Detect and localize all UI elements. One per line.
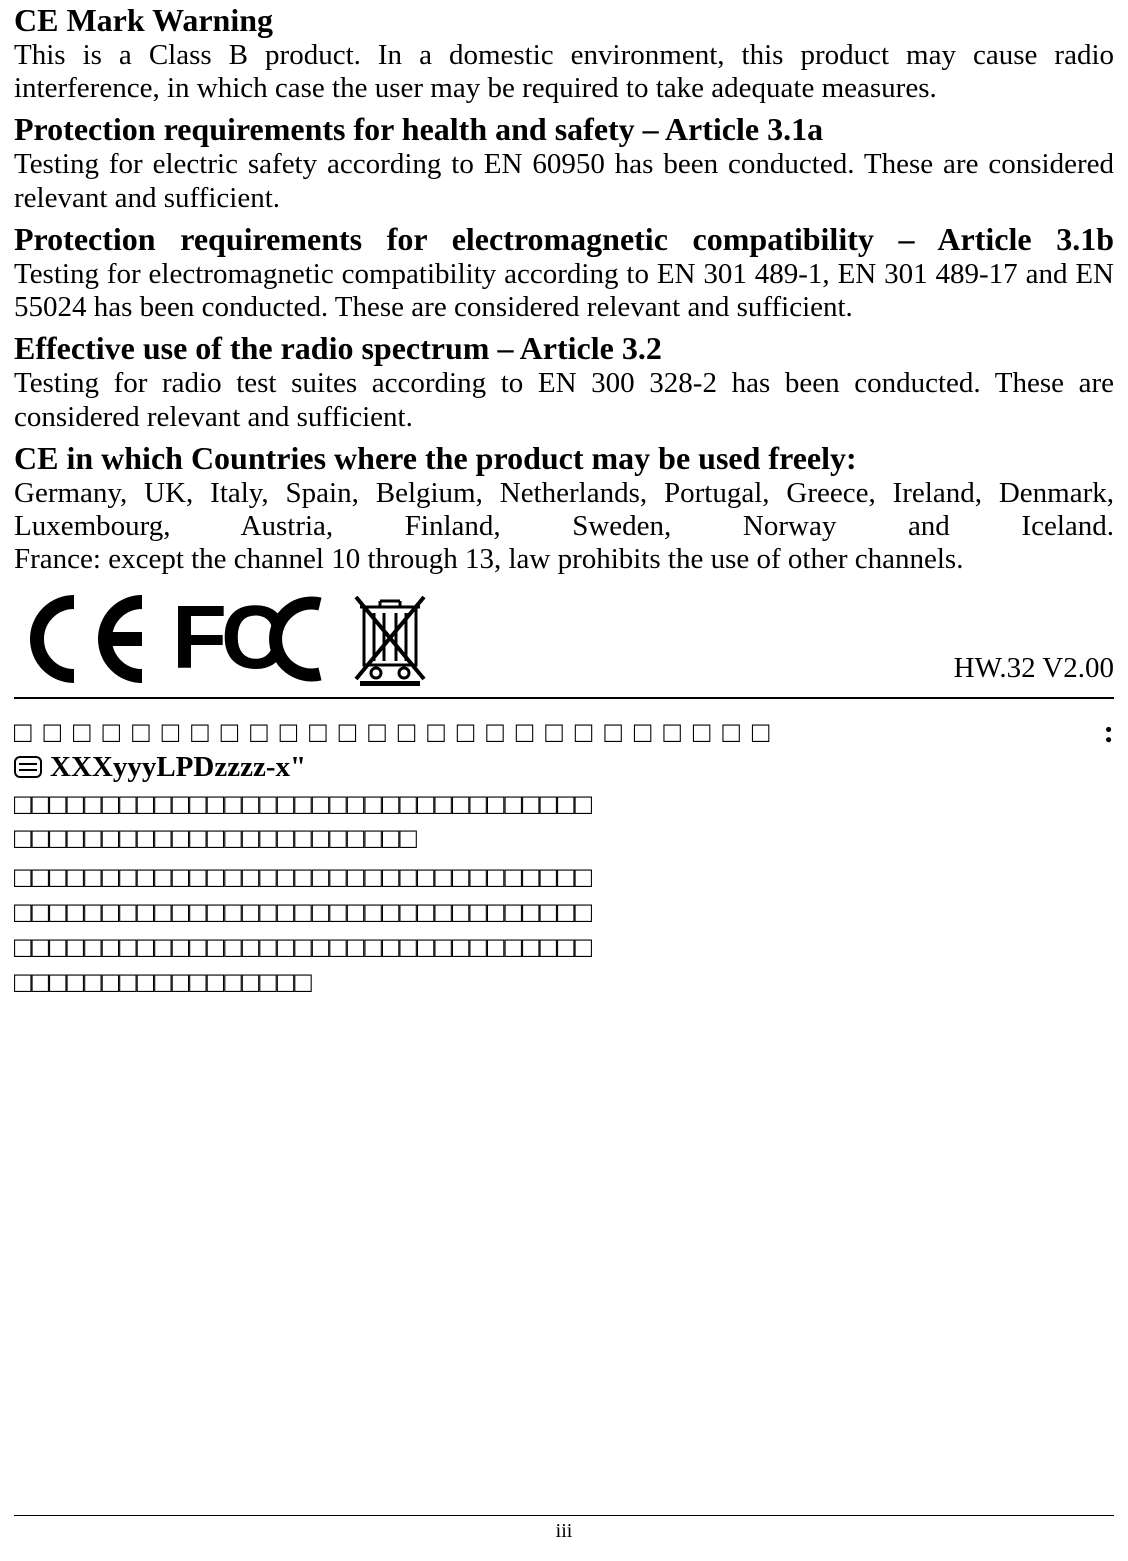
heading-ce-mark: CE Mark Warning — [14, 2, 1114, 39]
fcc-mark-icon: FC — [172, 594, 332, 684]
footer-divider — [14, 1515, 1114, 1516]
alt-code-text: XXXyyyLPDzzzz-x" — [50, 751, 306, 784]
body-emc: Testing for electromagnetic compatibilit… — [14, 258, 1114, 325]
alt-heading-line: □□□□□□□□□□□□□□□□□□□□□□□□□□ : — [14, 713, 1114, 751]
alt-heading-placeholders: □□□□□□□□□□□□□□□□□□□□□□□□□□ — [14, 716, 781, 751]
certification-marks: FC — [14, 591, 430, 687]
alt-p2-line2: □□□□□□□□□□□□□□□□□□□□□□□□□□□□□□□□□ — [14, 896, 1114, 931]
alt-p2-line3: □□□□□□□□□□□□□□□□□□□□□□□□□□□□□□□□□ — [14, 931, 1114, 966]
page-footer: iii — [0, 1515, 1128, 1543]
section-radio: Effective use of the radio spectrum – Ar… — [14, 330, 1114, 433]
body-health-safety: Testing for electric safety according to… — [14, 148, 1114, 215]
section-emc: Protection requirements for electromagne… — [14, 221, 1114, 324]
hardware-version: HW.32 V2.00 — [954, 652, 1114, 687]
section-countries: CE in which Countries where the product … — [14, 440, 1114, 577]
body-radio: Testing for radio test suites according … — [14, 367, 1114, 434]
alt-p1-line2: □□□□□□□□□□□□□□□□□□□□□□□ — [14, 822, 1114, 857]
alt-paragraph-1: □□□□□□□□□□□□□□□□□□□□□□□□□□□□□□□□□ □□□□□□… — [14, 788, 1114, 858]
divider-line — [14, 697, 1114, 699]
certification-marks-row: FC HW.32 V2.00 — [14, 591, 1114, 687]
section-ce-mark: CE Mark Warning This is a Class B produc… — [14, 2, 1114, 105]
heading-health-safety: Protection requirements for health and s… — [14, 111, 1114, 148]
svg-text:FC: FC — [172, 594, 284, 684]
heading-countries: CE in which Countries where the product … — [14, 440, 1114, 477]
alt-heading-colon: : — [1103, 713, 1114, 750]
page-number: iii — [0, 1520, 1128, 1543]
alt-paragraph-2: □□□□□□□□□□□□□□□□□□□□□□□□□□□□□□□□□ □□□□□□… — [14, 861, 1114, 1000]
alt-p2-line4: □□□□□□□□□□□□□□□□□ — [14, 966, 1114, 1001]
body-countries-1: Germany, UK, Italy, Spain, Belgium, Neth… — [14, 477, 1114, 544]
telecom-approval-icon — [14, 756, 42, 778]
alt-p2-line1: □□□□□□□□□□□□□□□□□□□□□□□□□□□□□□□□□ — [14, 861, 1114, 896]
heading-radio: Effective use of the radio spectrum – Ar… — [14, 330, 1114, 367]
ce-mark-icon — [14, 594, 154, 684]
body-countries-2: France: except the channel 10 through 13… — [14, 543, 1114, 576]
alt-p1-line1: □□□□□□□□□□□□□□□□□□□□□□□□□□□□□□□□□ — [14, 788, 1114, 823]
alt-language-block: □□□□□□□□□□□□□□□□□□□□□□□□□□ : XXXyyyLPDzz… — [14, 713, 1114, 1001]
section-health-safety: Protection requirements for health and s… — [14, 111, 1114, 214]
weee-bin-icon — [350, 591, 430, 687]
body-ce-mark: This is a Class B product. In a domestic… — [14, 39, 1114, 106]
alt-code-line: XXXyyyLPDzzzz-x" — [14, 751, 306, 784]
document-page: CE Mark Warning This is a Class B produc… — [0, 2, 1128, 1561]
heading-emc: Protection requirements for electromagne… — [14, 221, 1114, 258]
